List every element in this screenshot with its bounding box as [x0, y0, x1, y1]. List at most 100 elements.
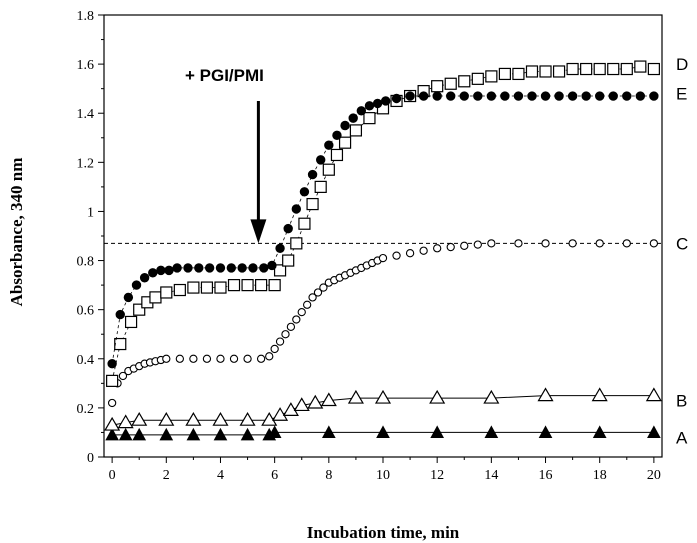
data-point-B: [537, 387, 554, 402]
data-point-D: [647, 62, 660, 76]
data-point-A: [240, 427, 255, 441]
data-point-E: [554, 91, 564, 101]
data-point-D: [580, 62, 593, 76]
data-point-D: [255, 279, 268, 292]
data-point-D: [512, 67, 525, 81]
data-point-B: [212, 411, 229, 426]
annotation-arrow-head: [250, 219, 267, 244]
data-point-C: [514, 239, 523, 248]
series-label-C: C: [676, 234, 688, 253]
data-point-A: [159, 427, 174, 441]
data-point-E: [131, 280, 142, 290]
x-tick-label: 18: [593, 468, 607, 483]
data-point-E: [567, 91, 578, 101]
data-point-C: [378, 253, 388, 263]
data-point-E: [115, 309, 125, 320]
data-point-B: [104, 416, 121, 431]
data-point-A: [430, 425, 445, 438]
data-point-C: [649, 239, 659, 248]
x-axis-title: Incubation time, min: [307, 523, 460, 542]
data-point-C: [275, 337, 285, 346]
data-point-C: [487, 239, 496, 248]
data-point-D: [322, 163, 335, 176]
data-point-E: [340, 120, 350, 131]
data-point-E: [432, 91, 442, 101]
data-point-D: [566, 62, 579, 76]
data-point-D: [498, 67, 511, 81]
data-point-E: [172, 263, 182, 273]
data-point-E: [164, 265, 174, 276]
data-point-C: [243, 354, 252, 363]
data-point-E: [527, 91, 537, 101]
data-point-E: [267, 260, 277, 271]
data-point-C: [118, 371, 128, 381]
data-point-D: [607, 62, 620, 76]
data-point-C: [229, 354, 239, 363]
y-tick-label: 1: [87, 205, 94, 220]
data-point-E: [418, 91, 429, 101]
data-point-C: [308, 293, 317, 302]
data-point-C: [286, 322, 296, 332]
data-point-B: [185, 411, 202, 426]
data-point-E: [283, 223, 293, 234]
data-point-C: [281, 330, 290, 339]
data-point-A: [213, 427, 228, 441]
data-point-E: [259, 263, 269, 273]
data-point-E: [356, 106, 367, 116]
x-tick-label: 4: [217, 468, 224, 483]
data-point-D: [149, 291, 162, 304]
data-point-B: [307, 394, 324, 409]
x-tick-label: 16: [539, 468, 553, 483]
data-point-E: [381, 96, 391, 106]
data-point-D: [273, 264, 287, 277]
data-point-E: [608, 91, 618, 101]
data-point-E: [324, 140, 334, 150]
data-point-A: [105, 427, 119, 441]
series-group: [104, 60, 662, 441]
data-point-D: [330, 148, 344, 162]
data-point-D: [187, 281, 200, 294]
data-point-E: [226, 263, 237, 273]
y-tick-label: 1.8: [77, 9, 95, 24]
series-label-D: D: [676, 55, 688, 74]
data-point-B: [429, 389, 446, 404]
data-point-A: [376, 425, 390, 438]
y-tick-label: 1.2: [77, 156, 95, 171]
data-point-E: [513, 91, 524, 101]
data-point-D: [539, 65, 552, 78]
data-point-B: [131, 411, 148, 426]
series-B: [104, 387, 662, 431]
series-E-trace: [111, 95, 654, 364]
data-point-E: [364, 101, 375, 111]
data-point-E: [348, 113, 358, 123]
data-point-C: [162, 354, 171, 363]
data-point-D: [200, 281, 214, 294]
data-point-E: [248, 263, 258, 273]
data-point-B: [261, 411, 278, 426]
annotation-label: + PGI/PMI: [185, 66, 264, 85]
y-tick-label: 1.6: [77, 58, 95, 73]
data-point-C: [595, 239, 604, 248]
x-tick-label: 8: [325, 468, 332, 483]
data-point-D: [290, 237, 303, 250]
x-tick-label: 6: [271, 468, 278, 483]
y-tick-label: 0.2: [77, 402, 95, 417]
data-point-D: [314, 180, 327, 193]
y-axis-title: Absorbance, 340 nm: [7, 158, 26, 307]
data-point-D: [133, 303, 146, 316]
data-point-E: [237, 263, 247, 273]
data-point-E: [635, 91, 646, 101]
data-point-C: [303, 300, 312, 309]
data-point-E: [307, 169, 318, 180]
data-point-D: [298, 217, 311, 230]
data-point-E: [291, 204, 302, 214]
data-point-B: [374, 389, 392, 404]
data-point-C: [433, 244, 442, 253]
data-point-C: [419, 246, 428, 255]
data-point-D: [268, 279, 281, 292]
data-point-D: [349, 124, 363, 137]
data-point-A: [484, 425, 499, 438]
series-labels-group: AB C DE: [676, 55, 688, 447]
data-point-D: [241, 279, 254, 292]
